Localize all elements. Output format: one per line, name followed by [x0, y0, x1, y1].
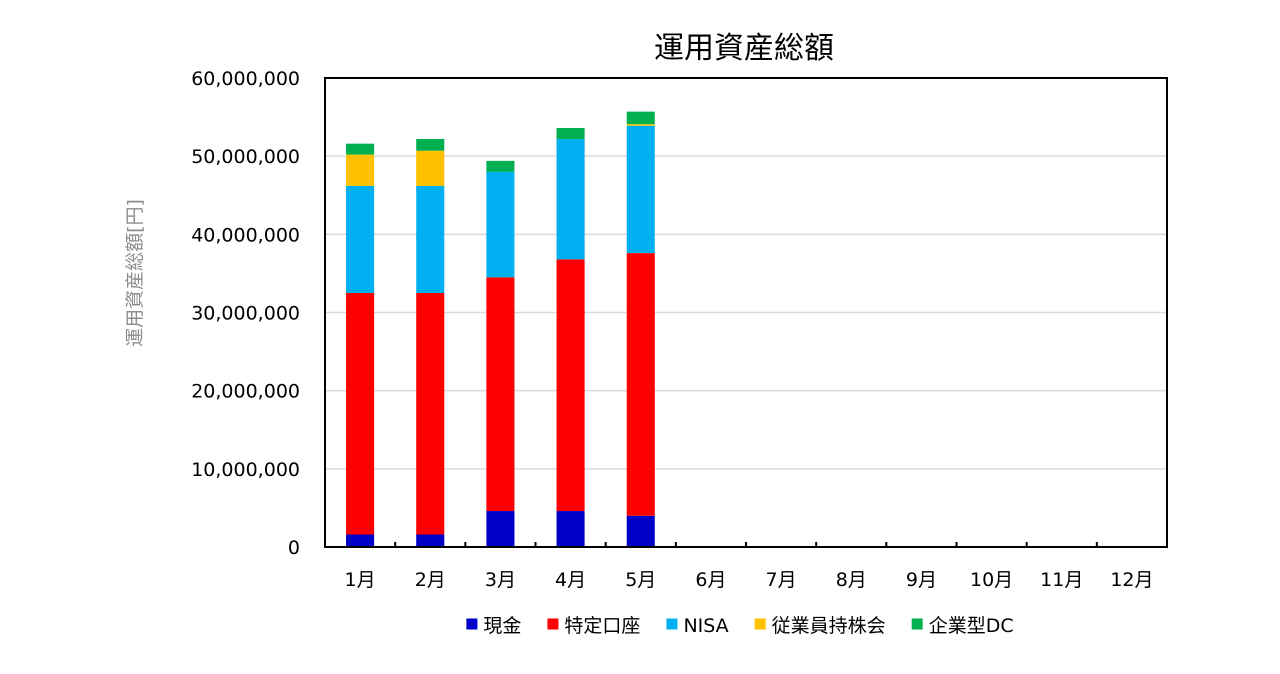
x-tick-label: 2月: [415, 569, 446, 591]
y-tick-label: 20,000,000: [191, 381, 300, 403]
bar-segment: [556, 138, 585, 260]
chart-title: 運用資産総額: [654, 31, 834, 66]
x-tick-label: 8月: [836, 569, 867, 591]
legend: 現金 特定口座 NISA 従業員持株会 企業型DC: [466, 615, 1014, 637]
legend-item: 企業型DC: [911, 615, 1014, 637]
bar-segment: [346, 154, 375, 186]
legend-swatch: [754, 618, 766, 630]
legend-label: 現金: [483, 615, 521, 637]
legend-label: 企業型DC: [929, 615, 1014, 637]
x-tick-label: 9月: [906, 569, 937, 591]
bar-segment: [626, 515, 655, 547]
bar-segment: [416, 138, 445, 151]
bar-segment: [416, 292, 445, 535]
y-axis-title: 運用資産総額[円]: [124, 199, 146, 347]
bar-segment: [486, 277, 515, 512]
tick-labels: 0 10,000,000 20,000,000 30,000,000 40,000,00…: [191, 68, 1153, 591]
bar-segment: [346, 143, 375, 155]
legend-swatch: [547, 618, 559, 630]
bar-segment: [486, 160, 515, 172]
legend-label: 特定口座: [564, 615, 640, 637]
bar-segment: [346, 292, 375, 535]
y-tick-label: 0: [288, 537, 300, 559]
legend-swatch: [911, 618, 923, 630]
legend-swatch: [666, 618, 678, 630]
legend-item: 現金: [466, 615, 521, 637]
legend-label: NISA: [683, 615, 728, 637]
bar-segment: [346, 185, 375, 293]
x-tick-label: 7月: [766, 569, 797, 591]
bars: [346, 111, 655, 547]
x-tick-label: 12月: [1110, 569, 1153, 591]
legend-swatch: [466, 618, 478, 630]
bar-segment: [416, 150, 445, 186]
bar-segment: [346, 534, 375, 547]
x-tick-label: 6月: [695, 569, 726, 591]
x-tick-label: 3月: [485, 569, 516, 591]
y-tick-label: 30,000,000: [191, 303, 300, 325]
legend-label: 従業員持株会: [772, 615, 886, 637]
x-tick-label: 5月: [625, 569, 656, 591]
x-tick-label: 11月: [1040, 569, 1083, 591]
x-tick-label: 1月: [345, 569, 376, 591]
legend-item: NISA: [666, 615, 729, 637]
axes: [324, 77, 1168, 548]
bar-segment: [626, 125, 655, 254]
y-tick-label: 10,000,000: [191, 459, 300, 481]
bar-segment: [556, 128, 585, 139]
bar-segment: [486, 511, 515, 547]
bar-segment: [626, 253, 655, 516]
bar-segment: [626, 111, 655, 125]
y-tick-label: 40,000,000: [191, 224, 300, 246]
bar-segment: [556, 511, 585, 547]
gridlines: [325, 155, 1167, 470]
x-tick-label: 4月: [555, 569, 586, 591]
bar-segment: [416, 185, 445, 293]
legend-item: 従業員持株会: [754, 615, 886, 637]
bar-segment: [626, 124, 655, 126]
legend-item: 特定口座: [547, 615, 640, 637]
bar-segment: [486, 171, 515, 278]
bar-segment: [556, 259, 585, 512]
x-tick-label: 10月: [970, 569, 1013, 591]
y-tick-label: 60,000,000: [191, 68, 300, 90]
y-tick-label: 50,000,000: [191, 146, 300, 168]
bar-segment: [416, 534, 445, 547]
